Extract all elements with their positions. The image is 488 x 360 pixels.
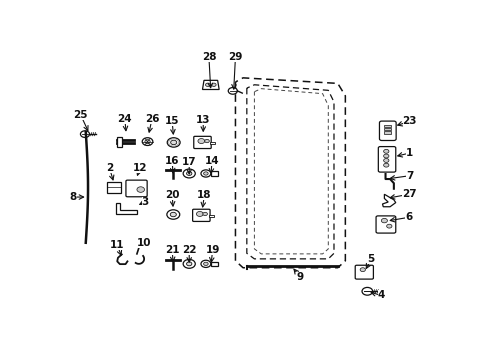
Circle shape <box>183 169 195 178</box>
Text: 16: 16 <box>164 156 179 166</box>
Bar <box>384 128 390 130</box>
Text: 27: 27 <box>401 189 415 199</box>
Text: 14: 14 <box>204 156 219 166</box>
FancyBboxPatch shape <box>354 265 373 279</box>
Circle shape <box>170 212 176 217</box>
Circle shape <box>142 138 153 145</box>
Text: 2: 2 <box>106 163 113 174</box>
Circle shape <box>203 262 208 266</box>
Text: 10: 10 <box>136 238 151 248</box>
Circle shape <box>361 287 372 295</box>
Circle shape <box>201 260 210 267</box>
Circle shape <box>186 172 191 175</box>
Circle shape <box>203 212 207 216</box>
Text: 25: 25 <box>73 110 88 120</box>
Bar <box>210 171 217 176</box>
FancyBboxPatch shape <box>193 136 211 149</box>
Circle shape <box>201 170 210 177</box>
Text: 18: 18 <box>197 190 211 200</box>
Circle shape <box>137 187 144 192</box>
Text: 15: 15 <box>164 116 179 126</box>
Text: 23: 23 <box>402 116 416 126</box>
Circle shape <box>381 219 386 223</box>
Text: 7: 7 <box>405 171 413 181</box>
Bar <box>384 125 390 127</box>
Circle shape <box>228 87 237 94</box>
Circle shape <box>144 140 150 144</box>
Text: 9: 9 <box>296 271 303 282</box>
Bar <box>208 215 214 217</box>
Circle shape <box>186 262 191 266</box>
Circle shape <box>203 172 208 175</box>
Bar <box>117 136 122 147</box>
Polygon shape <box>382 194 395 207</box>
Circle shape <box>183 260 195 268</box>
Polygon shape <box>202 80 219 90</box>
Circle shape <box>383 158 388 162</box>
Circle shape <box>383 163 388 167</box>
Text: 5: 5 <box>367 255 374 264</box>
Circle shape <box>211 83 216 86</box>
Text: 28: 28 <box>201 52 216 62</box>
FancyBboxPatch shape <box>192 209 210 221</box>
Text: 12: 12 <box>132 163 147 173</box>
Circle shape <box>167 138 180 147</box>
Circle shape <box>383 149 388 153</box>
Circle shape <box>383 154 388 158</box>
Bar <box>210 262 217 266</box>
Polygon shape <box>116 203 137 214</box>
Circle shape <box>170 140 176 145</box>
Text: 21: 21 <box>164 245 179 255</box>
FancyBboxPatch shape <box>375 216 395 233</box>
Circle shape <box>204 139 209 143</box>
Text: 11: 11 <box>110 240 124 250</box>
Circle shape <box>196 211 203 216</box>
Text: 8: 8 <box>69 192 77 202</box>
FancyBboxPatch shape <box>126 180 147 197</box>
Circle shape <box>136 240 141 243</box>
Text: 13: 13 <box>196 115 210 125</box>
Circle shape <box>386 224 391 228</box>
Circle shape <box>359 268 365 271</box>
Circle shape <box>166 210 180 219</box>
Circle shape <box>205 83 210 86</box>
Text: 29: 29 <box>228 52 242 62</box>
Bar <box>210 141 215 144</box>
Circle shape <box>198 139 204 144</box>
Text: 6: 6 <box>405 212 412 222</box>
Bar <box>107 183 121 193</box>
Text: 19: 19 <box>205 245 220 255</box>
Text: 22: 22 <box>182 245 196 255</box>
Text: 3: 3 <box>142 197 148 207</box>
Text: 24: 24 <box>117 114 132 123</box>
Text: 26: 26 <box>144 114 159 123</box>
Circle shape <box>81 131 89 138</box>
Text: 17: 17 <box>182 157 196 167</box>
Bar <box>384 131 390 134</box>
FancyBboxPatch shape <box>378 147 395 172</box>
Text: 4: 4 <box>377 291 384 301</box>
Text: 1: 1 <box>406 148 412 158</box>
FancyBboxPatch shape <box>379 121 395 140</box>
Text: 20: 20 <box>164 190 179 200</box>
